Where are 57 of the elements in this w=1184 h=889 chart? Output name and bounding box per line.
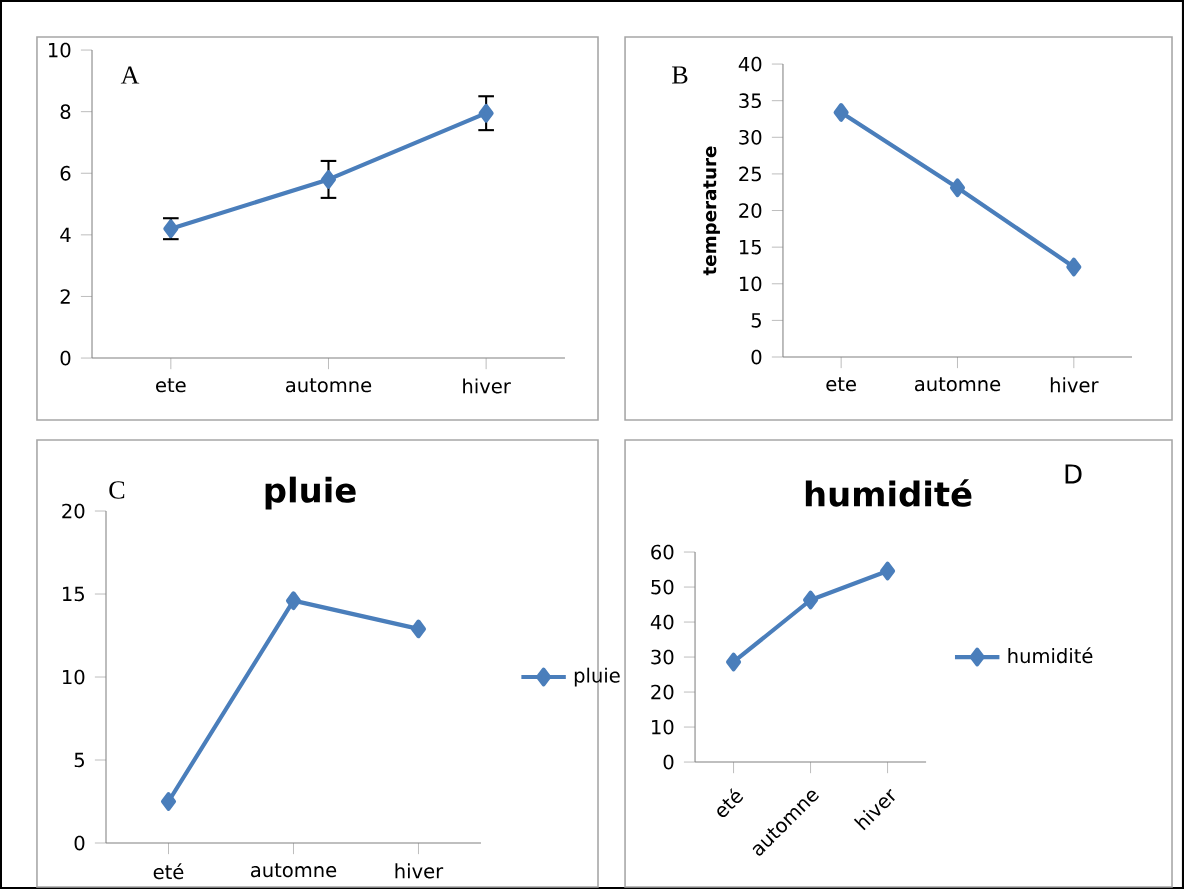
y-tick-label: 0 — [751, 349, 762, 365]
annotation: A — [120, 66, 140, 84]
point — [320, 170, 337, 189]
y-tick-label: 20 — [651, 684, 674, 700]
point — [410, 619, 427, 639]
y-tick-label: 40 — [650, 614, 674, 630]
y-tick-label: 4 — [60, 227, 71, 242]
y-tick-label: 0 — [60, 350, 71, 366]
text: B — [672, 66, 688, 84]
x-tick-label: ete — [826, 377, 856, 392]
x-tick-label: ete — [156, 378, 186, 393]
y-tick-label: 25 — [739, 166, 761, 182]
legend-label: pluie — [574, 667, 620, 687]
point — [880, 561, 896, 581]
text: D — [1065, 464, 1082, 484]
y-tick-label: 20 — [62, 503, 85, 519]
point — [1066, 257, 1082, 277]
x-tick-label: eté — [153, 863, 184, 880]
legend-label: humidité — [1008, 647, 1093, 664]
y-tick-label: 15 — [63, 586, 84, 602]
y-tick-label: 35 — [739, 93, 761, 109]
y-tick-label: 20 — [739, 203, 762, 218]
point — [285, 591, 302, 611]
point — [803, 590, 819, 610]
x-tick-label: automne — [914, 377, 1001, 392]
y-tick-label: 0 — [74, 835, 85, 851]
y-tick-label: 40 — [738, 56, 762, 72]
x-tick-label: automne — [250, 863, 337, 878]
y-tick-label: 10 — [652, 719, 674, 735]
y-tick-label: 60 — [651, 544, 674, 560]
y-tick-label: 5 — [751, 313, 761, 328]
point — [160, 792, 177, 811]
y-tick-label: 30 — [651, 649, 674, 665]
y-tick-label: 30 — [739, 129, 762, 145]
y-tick-label: 2 — [60, 289, 70, 304]
point — [833, 103, 849, 122]
y-tick-label: 8 — [60, 104, 71, 120]
chart-title: pluie — [265, 476, 356, 510]
y-axis-title: temperature — [703, 146, 720, 276]
y-tick-label: 0 — [663, 754, 674, 770]
y-tick-label: 10 — [739, 276, 762, 292]
y-tick-label: 10 — [49, 42, 71, 58]
y-tick-label: 6 — [60, 165, 71, 181]
x-tick-label: hiver — [463, 378, 511, 394]
text: C — [109, 481, 125, 499]
x-tick-label: automne — [285, 378, 372, 393]
point — [725, 652, 742, 672]
chart-title: humidité — [805, 479, 972, 507]
point — [949, 178, 966, 198]
x-tick-label: eté — [717, 788, 744, 817]
y-tick-label: 10 — [63, 669, 85, 685]
y-tick-label: 15 — [739, 239, 761, 255]
y-tick-label: 50 — [651, 579, 674, 595]
x-tick-label: hiver — [1050, 377, 1099, 393]
x-tick-label: hiver — [395, 863, 444, 879]
point — [478, 103, 494, 123]
y-tick-label: 5 — [74, 752, 84, 768]
